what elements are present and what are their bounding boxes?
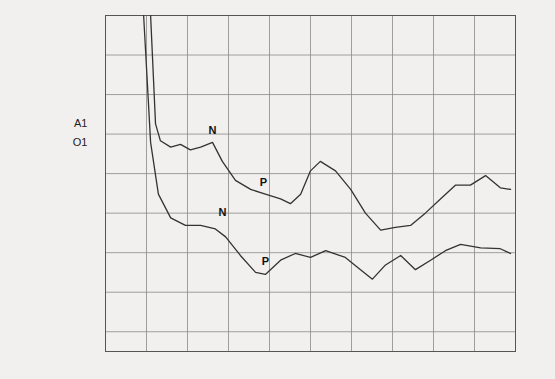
svg-text:P: P bbox=[262, 255, 269, 267]
svg-text:A1: A1 bbox=[74, 117, 87, 129]
svg-text:P: P bbox=[260, 176, 267, 188]
svg-text:N: N bbox=[209, 124, 217, 136]
svg-text:N: N bbox=[218, 206, 226, 218]
svg-text:O1: O1 bbox=[73, 136, 88, 148]
